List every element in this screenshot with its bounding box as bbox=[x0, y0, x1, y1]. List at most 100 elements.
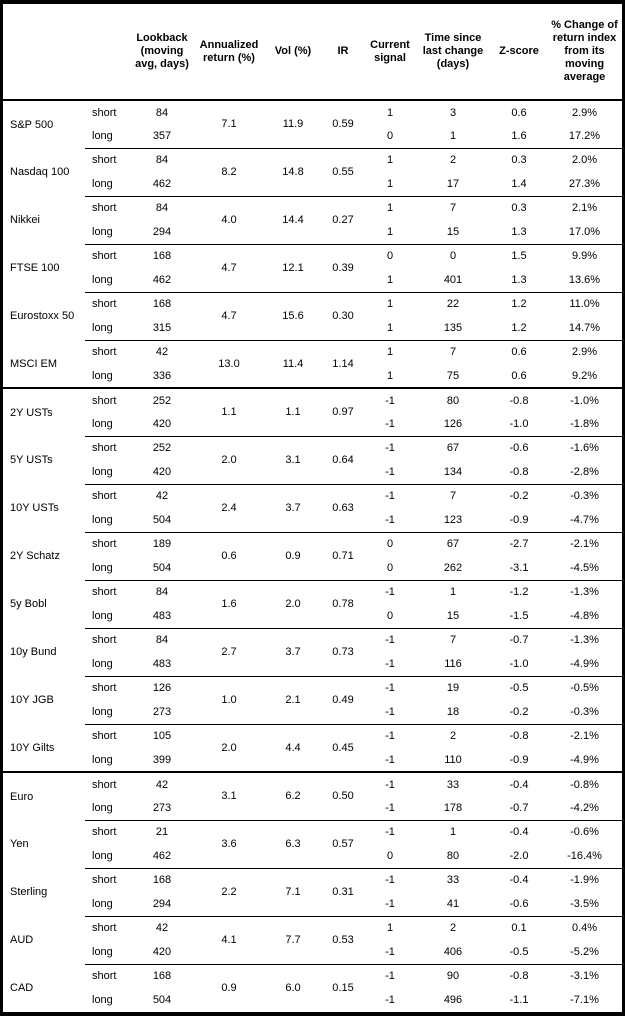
vol-value: 6.3 bbox=[265, 819, 321, 868]
table-row: 2Y Schatz short 189 0.6 0.9 0.71 0 67 -2.7 -2.1% bbox=[3, 531, 622, 580]
lookback-value: 168 bbox=[131, 867, 193, 892]
pct-change-value: 27.3% bbox=[568, 177, 601, 190]
table-row: long 294 1 15 1.3 17.0% bbox=[3, 220, 622, 244]
lookback-value: 462 bbox=[152, 177, 172, 190]
z-score-value: -1.5 bbox=[509, 609, 529, 622]
horizon-label: long bbox=[92, 945, 113, 958]
lookback-value: 399 bbox=[152, 753, 172, 766]
z-score-value: -0.6 bbox=[491, 435, 547, 460]
current-signal-value: -1 bbox=[365, 627, 415, 652]
instrument-name: Nasdaq 100 bbox=[10, 166, 70, 178]
z-score-value: -1.1 bbox=[509, 994, 529, 1006]
annualized-return-value: 2.4 bbox=[193, 483, 265, 532]
vol-value: 3.7 bbox=[265, 627, 321, 676]
current-signal-value: -1 bbox=[365, 723, 415, 748]
current-signal-value: -1 bbox=[365, 435, 415, 460]
time-since-change-value: 3 bbox=[449, 106, 457, 119]
table-body: S&P 500 short 84 7.1 11.9 0.59 1 3 0.6 2.9% long 35… bbox=[3, 100, 622, 1012]
z-score-value: -0.7 bbox=[491, 627, 547, 652]
z-score-value: 1.3 bbox=[511, 273, 527, 286]
annualized-return-value: 7.1 bbox=[221, 118, 237, 131]
horizon-label: short bbox=[85, 243, 131, 268]
current-signal-value: -1 bbox=[385, 513, 395, 526]
annualized-return-value: 1.0 bbox=[193, 675, 265, 724]
time-since-change-value: 90 bbox=[415, 963, 491, 988]
pct-change-value: -0.3% bbox=[570, 705, 599, 718]
pct-change-value: -16.4% bbox=[567, 849, 602, 862]
lookback-value: 252 bbox=[131, 387, 193, 412]
current-signal-value: -1 bbox=[385, 994, 395, 1006]
horizon-label: long bbox=[92, 657, 113, 670]
lookback-value: 126 bbox=[131, 675, 193, 700]
pct-change-value: -1.0% bbox=[547, 387, 622, 412]
horizon-label: short bbox=[85, 435, 131, 460]
current-signal-value: -1 bbox=[365, 483, 415, 508]
time-since-change-value: 15 bbox=[446, 609, 460, 622]
vol-value: 6.0 bbox=[265, 963, 321, 1012]
lookback-value: 84 bbox=[155, 106, 169, 119]
pct-change-value: -3.1% bbox=[547, 963, 622, 988]
table-row: Yen short 21 3.6 6.3 0.57 -1 1 -0.4 -0.6% bbox=[3, 819, 622, 868]
pct-change-value: 2.9% bbox=[547, 339, 622, 364]
time-since-change-value: 1 bbox=[415, 819, 491, 844]
current-signal-value: -1 bbox=[365, 579, 415, 604]
pct-change-value: -0.6% bbox=[547, 819, 622, 844]
table-row: long 294 -1 41 -0.6 -3.5% bbox=[3, 892, 622, 916]
time-since-change-value: 80 bbox=[415, 387, 491, 412]
current-signal-value: 1 bbox=[386, 273, 394, 286]
vol-value: 15.6 bbox=[265, 291, 321, 340]
pct-change-value: -0.8% bbox=[547, 771, 622, 796]
horizon-label: short bbox=[85, 147, 131, 172]
instrument-name: Sterling bbox=[10, 886, 48, 898]
horizon-label: long bbox=[92, 849, 113, 862]
z-score-value: -0.8 bbox=[509, 465, 529, 478]
horizon-label: long bbox=[92, 321, 113, 334]
lookback-value: 42 bbox=[131, 339, 193, 364]
horizon-label: short bbox=[85, 627, 131, 652]
z-score-value: 1.5 bbox=[491, 243, 547, 268]
current-signal-value: 0 bbox=[386, 609, 394, 622]
table-row: 2Y USTs short 252 1.1 1.1 0.97 -1 80 -0.8 -1.0% bbox=[3, 387, 622, 436]
lookback-value: 294 bbox=[152, 897, 172, 910]
lookback-value: 168 bbox=[131, 963, 193, 988]
current-signal-value: 1 bbox=[386, 177, 394, 190]
time-since-change-value: 80 bbox=[446, 849, 460, 862]
time-since-change-value: 67 bbox=[415, 435, 491, 460]
lookback-value: 189 bbox=[131, 531, 193, 556]
time-since-change-value: 19 bbox=[415, 675, 491, 700]
table-row: long 504 0 262 -3.1 -4.5% bbox=[3, 556, 622, 580]
pct-change-value: -0.3% bbox=[547, 483, 622, 508]
horizon-label: long bbox=[92, 897, 113, 910]
table-row: AUD short 42 4.1 7.7 0.53 1 2 0.1 0.4% bbox=[3, 915, 622, 964]
vol-value: 1.1 bbox=[265, 387, 321, 436]
current-signal-value: 0 bbox=[386, 129, 394, 142]
pct-change-value: 14.7% bbox=[568, 321, 601, 334]
ir-value: 0.78 bbox=[321, 579, 365, 628]
vol-value: 2.1 bbox=[265, 675, 321, 724]
instrument-name: 5y Bobl bbox=[10, 598, 47, 610]
ir-value: 0.97 bbox=[321, 387, 365, 436]
horizon-label: short bbox=[85, 387, 131, 412]
z-score-value: 0.6 bbox=[511, 106, 527, 119]
table-header: Lookback (moving avg, days) Annualized re… bbox=[3, 4, 622, 101]
vol-value: 4.4 bbox=[265, 723, 321, 772]
table-row: long 504 -1 496 -1.1 -7.1% bbox=[3, 988, 622, 1012]
pct-change-value: 2.0% bbox=[547, 147, 622, 172]
ir-value: 0.64 bbox=[321, 435, 365, 484]
table-row: long 399 -1 110 -0.9 -4.9% bbox=[3, 748, 622, 772]
z-score-value: -0.2 bbox=[491, 483, 547, 508]
horizon-label: short bbox=[85, 867, 131, 892]
time-since-change-value: 0 bbox=[415, 243, 491, 268]
time-since-change-value: 135 bbox=[443, 321, 463, 334]
ir-value: 0.30 bbox=[321, 291, 365, 340]
instrument-name: Nikkei bbox=[10, 214, 40, 226]
instrument-name: 2Y USTs bbox=[3, 387, 85, 436]
time-since-change-value: 67 bbox=[415, 531, 491, 556]
pct-change-value: -1.3% bbox=[547, 627, 622, 652]
ir-value: 0.71 bbox=[321, 531, 365, 580]
table-row: Nasdaq 100 short 84 8.2 14.8 0.55 1 2 0.3 2.0% bbox=[3, 147, 622, 196]
current-signal-value: -1 bbox=[365, 387, 415, 412]
pct-change-value: -3.5% bbox=[570, 897, 599, 910]
annualized-return-value: 3.6 bbox=[193, 819, 265, 868]
